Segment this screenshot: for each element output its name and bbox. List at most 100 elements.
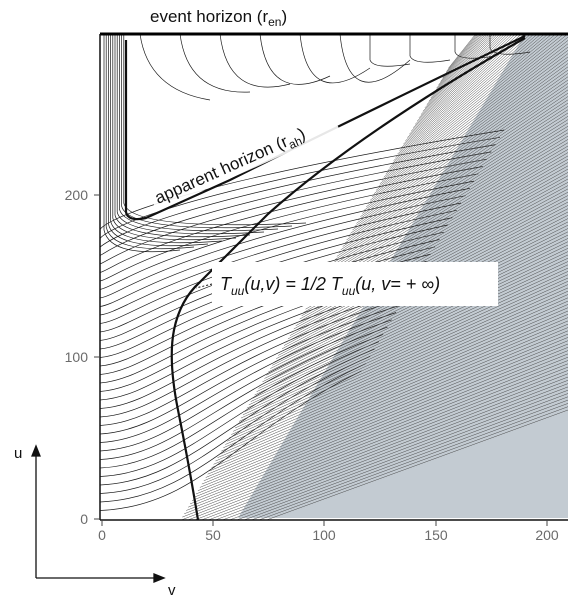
hatch-line <box>340 99 568 251</box>
contour-line <box>100 348 375 486</box>
contour-line <box>108 34 209 247</box>
hatch-line <box>381 34 565 181</box>
hatch-line <box>348 86 568 237</box>
hatch-line <box>215 310 568 462</box>
hatch-line <box>416 34 506 122</box>
hatch-line <box>291 182 568 333</box>
contour-line <box>299 34 371 84</box>
hatch-line <box>360 66 568 218</box>
u-axis-label: u <box>14 445 22 462</box>
contour-line <box>103 34 181 253</box>
hatch-line <box>426 34 494 105</box>
hatch-line <box>221 300 568 452</box>
hatch-line <box>221 389 568 520</box>
hatch-line <box>350 83 568 234</box>
hatch-line <box>403 34 525 145</box>
coordinate-axes-indicator <box>31 444 166 583</box>
hatch-line <box>334 109 568 260</box>
hatch-line <box>442 34 480 79</box>
hatch-line <box>228 393 568 520</box>
hatch-line <box>199 337 568 488</box>
hatch-line <box>377 36 568 188</box>
hatch-line <box>256 241 568 392</box>
contour-line <box>100 312 397 443</box>
hatch-line <box>188 356 568 508</box>
tuu-label: Tuu(u,v) = 1/2 Tuu(u, v= + ∞) <box>220 274 440 298</box>
contour-line <box>114 34 251 238</box>
hatch-line <box>422 34 498 112</box>
hatch-line <box>319 135 568 287</box>
hatch-line <box>430 34 490 99</box>
hatch-line <box>414 34 508 125</box>
hatch-line <box>328 119 568 270</box>
hatch-line <box>289 185 568 336</box>
hatch-line <box>265 409 568 520</box>
hatch-line <box>187 373 568 520</box>
hatch-line <box>379 34 568 184</box>
hatch-line <box>233 281 568 432</box>
hatch-line <box>184 363 568 515</box>
hatch-line <box>342 96 568 247</box>
hatch-line <box>330 116 568 267</box>
hatch-line <box>203 330 568 482</box>
hatch-line <box>434 34 487 92</box>
hatch-line <box>236 274 568 425</box>
contour-line <box>100 231 444 350</box>
event-horizon-label: event horizon (ren) <box>150 7 287 29</box>
contour-line <box>121 34 293 229</box>
hatch-line <box>324 125 568 277</box>
hatch-line <box>240 267 568 419</box>
v-tick-marks <box>101 520 548 526</box>
hatch-line <box>401 34 528 148</box>
tuu-label-backdrop <box>212 262 498 306</box>
hatch-line <box>250 403 568 520</box>
v-tick-label: 200 <box>535 527 559 543</box>
tuu-half-curve <box>170 37 526 521</box>
hatch-line <box>358 69 568 221</box>
contour-line <box>100 180 475 290</box>
hatch-line <box>217 307 568 458</box>
hatch-line <box>214 386 568 520</box>
hatch-line <box>371 46 568 198</box>
hatch-line <box>407 34 519 138</box>
hatch-line <box>383 34 561 178</box>
v-tick-label: 100 <box>312 527 336 543</box>
hatch-line <box>186 360 568 511</box>
hatch-line <box>418 34 503 118</box>
hatch-line <box>225 294 568 445</box>
hatch-line <box>399 34 532 151</box>
contour-line <box>100 334 384 469</box>
contour-line <box>100 151 492 256</box>
hatch-line <box>246 257 568 409</box>
hatch-line <box>321 132 568 284</box>
contour-line <box>110 34 223 244</box>
hatch-line <box>229 287 568 439</box>
hatch-line <box>219 304 568 455</box>
hatch-line <box>368 53 568 204</box>
hatch-line <box>391 34 545 165</box>
contour-line <box>119 34 279 232</box>
hatch-line <box>211 317 568 468</box>
hatch-line <box>438 34 483 85</box>
u-arrow-icon <box>31 444 41 457</box>
contour-line <box>112 34 237 241</box>
v-tick-label: 150 <box>424 527 448 543</box>
hatch-line <box>182 366 568 518</box>
hatch-line <box>362 63 568 214</box>
hatch-line <box>356 73 568 224</box>
contour-line <box>259 34 331 85</box>
contour-line <box>139 34 211 101</box>
hatch-line <box>231 284 568 435</box>
hatch-line <box>344 92 568 244</box>
contour-line <box>100 370 362 511</box>
contour-line <box>100 195 466 307</box>
contour-line <box>100 355 371 494</box>
hatch-line <box>326 122 568 274</box>
contour-line <box>100 290 410 418</box>
hatch-line <box>395 34 538 158</box>
hatch-line <box>258 238 568 389</box>
hatch-line <box>248 254 568 406</box>
v-arrow-icon <box>153 573 166 583</box>
contour-line <box>105 34 195 250</box>
